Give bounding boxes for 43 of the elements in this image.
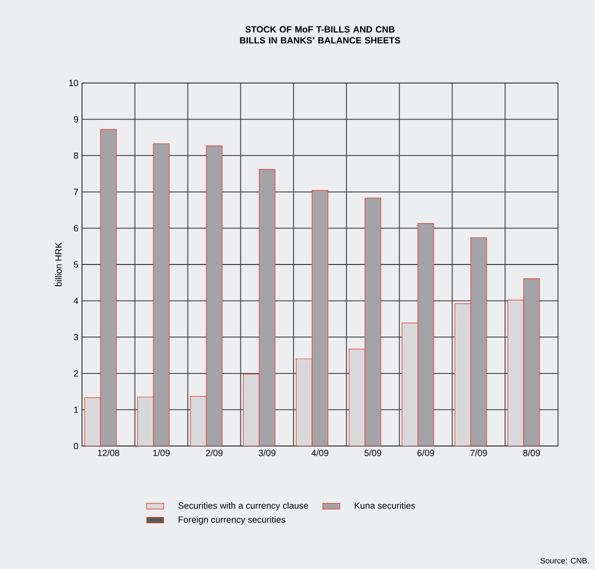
bar xyxy=(348,348,366,446)
y-tick-label: 3 xyxy=(74,334,78,340)
y-axis-title: billion HRK xyxy=(55,242,62,286)
y-tick-label: 9 xyxy=(74,116,78,122)
y-tick-label: 0 xyxy=(74,442,78,450)
y-tick-label: 1 xyxy=(74,406,78,413)
x-tick-label: 7/09 xyxy=(470,450,487,456)
bar xyxy=(258,169,276,446)
x-tick-label: 4/09 xyxy=(311,450,328,456)
legend-label: Securities with a currency clause xyxy=(178,502,308,511)
x-tick-label: 5/09 xyxy=(364,450,382,456)
legend-label: Kuna securities xyxy=(354,502,416,509)
bar xyxy=(364,198,382,446)
y-tick-label: 2 xyxy=(74,370,78,377)
bar xyxy=(312,190,328,446)
chart-title: STOCK OF MoF T-BILLS AND CNB BILLS IN BANKS’ BALANCE SHEETS xyxy=(240,26,400,44)
bar xyxy=(454,303,472,446)
bar xyxy=(153,143,170,446)
bar xyxy=(84,397,101,446)
x-tick-label: 1/09 xyxy=(153,450,170,456)
bar xyxy=(418,223,434,446)
x-tick-label: 6/09 xyxy=(418,450,434,456)
y-tick-label: 8 xyxy=(74,152,78,159)
bar xyxy=(507,300,524,446)
y-tick-label: 10 xyxy=(69,80,78,86)
legend-label: Foreign currency securities xyxy=(178,516,286,525)
x-tick-label: 12/08 xyxy=(98,450,120,456)
bar xyxy=(470,237,487,446)
y-tick-label: 6 xyxy=(74,225,78,232)
y-tick-label: 7 xyxy=(74,188,78,195)
x-tick-label: 8/09 xyxy=(523,450,540,456)
bar xyxy=(137,396,154,446)
bar xyxy=(402,322,418,446)
bar xyxy=(523,278,540,446)
bar xyxy=(206,145,222,446)
y-tick-label: 4 xyxy=(74,298,78,304)
bar xyxy=(190,396,207,446)
bar xyxy=(296,358,312,446)
x-tick-label: 2/09 xyxy=(206,450,223,456)
bar xyxy=(100,129,117,446)
x-tick-label: 3/09 xyxy=(258,450,276,456)
y-tick-label: 5 xyxy=(74,261,78,268)
bar xyxy=(243,374,260,446)
